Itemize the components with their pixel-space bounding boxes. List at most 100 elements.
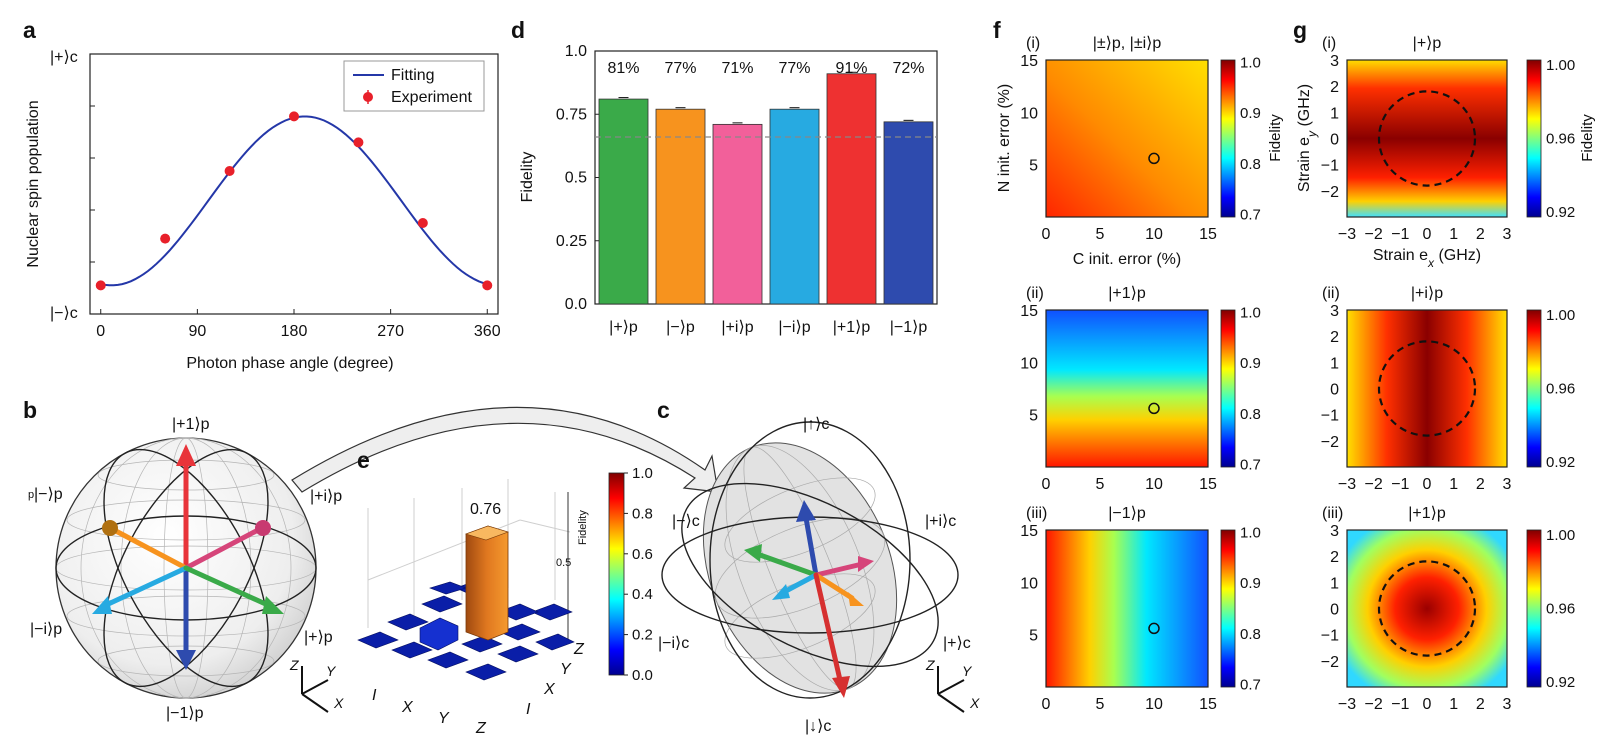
- panel-f-xtick-label: 0: [1042, 226, 1051, 243]
- panel-f-xtick-label: 0: [1042, 696, 1051, 713]
- panel-f-state-label: |±⟩p, |±i⟩p: [1093, 35, 1162, 52]
- panel-d-bar: [712, 123, 763, 305]
- colorbar-g-ii: [1526, 309, 1542, 468]
- panel-d-bar: [826, 73, 877, 305]
- panel-e-y-Z: Z: [573, 641, 585, 658]
- panel-f-xtick-label: 5: [1096, 476, 1105, 493]
- panel-d-category-label: |−⟩p: [666, 319, 695, 336]
- panel-f-xtick-label: 5: [1096, 226, 1105, 243]
- panel-label-b: b: [23, 397, 37, 423]
- panel-f-ytick-label: 5: [1029, 408, 1038, 425]
- panel-a-experiment-point: [95, 280, 106, 291]
- arrow-minus-head: [102, 520, 118, 536]
- panel-d-bar: [598, 98, 649, 305]
- panel-e-bar-small: [419, 617, 459, 651]
- panel-g-colorbar-tick-label: 0.96: [1546, 381, 1575, 398]
- panel-label-g: g: [1293, 17, 1307, 43]
- panel-g-state-label: |+1⟩p: [1408, 505, 1446, 522]
- panel-e-x-Y: Y: [438, 710, 450, 727]
- arrow-minus: [111, 527, 189, 571]
- sphere-c-axis-z: Z: [925, 657, 935, 673]
- panel-label-e: e: [357, 447, 370, 473]
- panel-g-ytick-label: 2: [1330, 549, 1339, 566]
- panel-g-xtick-label: 0: [1423, 476, 1432, 493]
- panel-g-ytick-label: 0: [1330, 132, 1339, 149]
- panel-d-category-label: |+1⟩p: [833, 319, 871, 336]
- panel-d-value-label: 77%: [664, 60, 696, 77]
- panel-g-xtick-label: −2: [1365, 696, 1383, 713]
- panel-a-xtick-label: 180: [281, 323, 308, 340]
- panel-d-bar: [769, 108, 820, 305]
- ellipsoid-c-arrows: [744, 500, 874, 698]
- panel-d-value-label: 77%: [778, 60, 810, 77]
- sphere-b-left-lower-label: |−i⟩p: [30, 621, 62, 638]
- panel-e-colorbar-tick-label: 0.6: [632, 546, 653, 563]
- sphere-c-axis-triad: [937, 666, 965, 713]
- heatmap-f-ii: [1045, 309, 1209, 468]
- panel-e-colorbar-tick-label: 0.0: [632, 667, 653, 684]
- panel-g-xtick-label: −2: [1365, 226, 1383, 243]
- panel-f-colorbar-tick-label: 0.9: [1240, 105, 1261, 122]
- sphere-c-left-lower-label: |−i⟩c: [658, 635, 689, 652]
- heatmap-f-iii: [1045, 529, 1209, 688]
- colorbar-g-label: Fidelity: [1579, 114, 1596, 162]
- panel-f-colorbar-tick-label: 0.7: [1240, 206, 1261, 223]
- panel-g-ytick-label: 0: [1330, 382, 1339, 399]
- sphere-b-prefix: p: [28, 489, 34, 501]
- panel-f-xtick-label: 15: [1199, 696, 1217, 713]
- panel-e-peak-bar: [465, 525, 509, 641]
- arrow-minus1-head: [176, 650, 196, 670]
- panel-g-ylabel: Strain ey (GHz): [1296, 84, 1319, 192]
- panel-a-experiment-point: [482, 280, 493, 291]
- panel-g-ytick-label: 1: [1330, 105, 1339, 122]
- heatmap-g-i: [1346, 59, 1508, 218]
- panel-g-sub-label: (i): [1322, 35, 1336, 52]
- panel-label-f: f: [993, 17, 1001, 43]
- panel-a-fit-line: [100, 115, 488, 287]
- panel-g-colorbar-tick-label: 0.92: [1546, 454, 1575, 471]
- panel-d-category-label: |−i⟩p: [778, 319, 810, 336]
- panel-g-xtick-label: −1: [1391, 696, 1409, 713]
- panel-d-ytick-label: 0.75: [556, 106, 587, 123]
- sphere-b-axis-z: Z: [289, 657, 299, 673]
- panel-g-xtick-label: 1: [1449, 226, 1458, 243]
- panel-a-xlabel: Photon phase angle (degree): [186, 355, 393, 372]
- heatmap-g-iii: [1346, 529, 1508, 688]
- panel-g-colorbar-tick-label: 1.00: [1546, 527, 1575, 544]
- arrow-minus-i: [101, 565, 189, 609]
- panel-f-xtick-label: 10: [1145, 226, 1163, 243]
- panel-g-sub-label: (ii): [1322, 285, 1340, 302]
- panel-g-dashed-circle: [1377, 90, 1477, 187]
- sphere-b-right-lower-label: |+⟩p: [304, 629, 333, 646]
- sphere-b-axis-y: Y: [326, 663, 337, 679]
- panel-e-y-Y: Y: [560, 661, 572, 678]
- sphere-c-axis-x: X: [969, 695, 980, 711]
- panel-f-colorbar-tick-label: 0.7: [1240, 456, 1261, 473]
- panel-e-colorbar-tick-label: 0.4: [632, 586, 653, 603]
- panel-a-xtick-label: 90: [188, 323, 206, 340]
- panel-e-colorbar-tick-label: 0.8: [632, 505, 653, 522]
- panel-g-xtick-label: 2: [1476, 696, 1485, 713]
- panel-g-ytick-label: 3: [1330, 303, 1339, 320]
- panel-f-colorbar-tick-label: 1.0: [1240, 305, 1261, 322]
- panel-e-peak-label: 0.76: [470, 501, 501, 518]
- panel-f-ytick-label: 15: [1020, 53, 1038, 70]
- panel-f-ytick-label: 15: [1020, 523, 1038, 540]
- legend-experiment-label: Experiment: [391, 89, 472, 106]
- sphere-b-arrows: [92, 444, 284, 670]
- panel-d-bar: [655, 108, 706, 305]
- panel-f-ylabel: N init. error (%): [996, 84, 1013, 192]
- panel-a-ytick-bottom: |−⟩c: [50, 305, 78, 322]
- panel-f-ytick-label: 10: [1020, 575, 1038, 592]
- panel-g-xtick-label: −2: [1365, 476, 1383, 493]
- panel-f-colorbar-tick-label: 0.9: [1240, 575, 1261, 592]
- panel-g-dashed-circle: [1377, 340, 1477, 437]
- panel-d-category-label: |+⟩p: [609, 319, 638, 336]
- panel-d-ytick-label: 0.0: [565, 296, 587, 313]
- panel-d-ytick-label: 1.0: [565, 43, 587, 60]
- sphere-c-left-upper-label: |−⟩c: [672, 513, 700, 530]
- heatmap-g-ii: [1346, 309, 1508, 468]
- panel-e-floor-bars: [357, 579, 575, 681]
- panel-g-colorbar-tick-label: 1.00: [1546, 307, 1575, 324]
